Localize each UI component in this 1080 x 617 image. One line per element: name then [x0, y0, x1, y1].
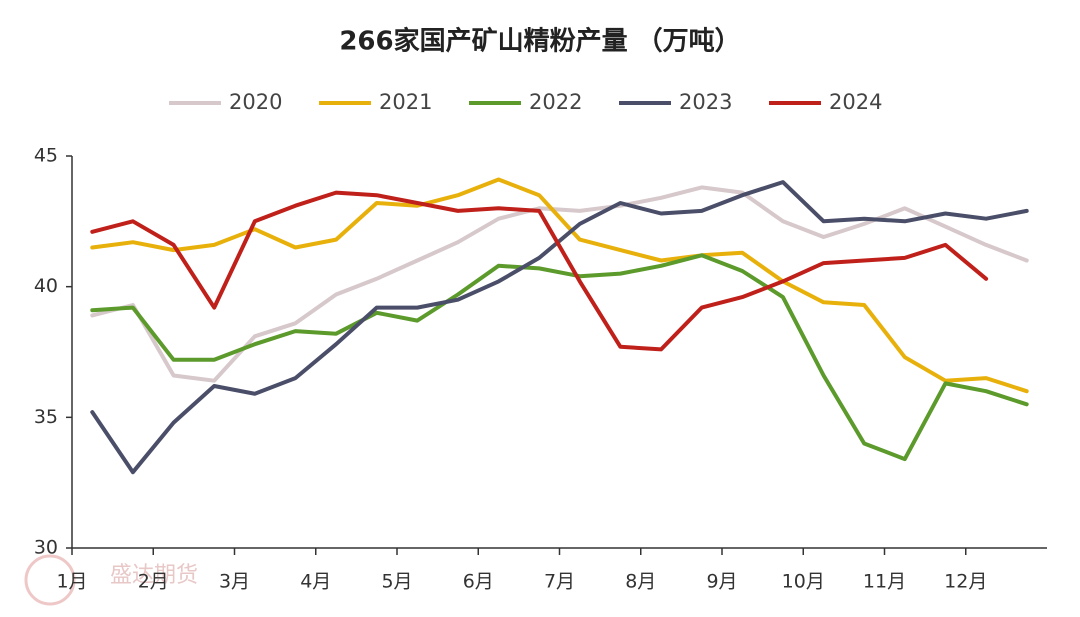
watermark-text: 盛达期货	[110, 563, 198, 588]
x-tick-label: 10月	[782, 571, 825, 593]
x-tick-label: 5月	[381, 571, 412, 593]
legend-label: 2022	[529, 90, 582, 114]
x-tick-label: 9月	[706, 571, 737, 593]
legend-label: 2024	[829, 90, 882, 114]
y-tick-label: 30	[34, 537, 58, 559]
x-tick-label: 6月	[463, 571, 494, 593]
x-tick-label: 3月	[219, 571, 250, 593]
x-tick-label: 11月	[863, 571, 906, 593]
x-tick-label: 7月	[544, 571, 575, 593]
legend-label: 2023	[679, 90, 732, 114]
chart-title: 266家国产矿山精粉产量 （万吨）	[339, 26, 740, 57]
line-series	[90, 185, 1029, 383]
y-tick-label: 45	[34, 145, 58, 167]
x-tick-label: 1月	[56, 571, 87, 593]
line-series	[90, 253, 1029, 462]
x-tick-label: 8月	[625, 571, 656, 593]
legend-label: 2021	[379, 90, 432, 114]
watermark: 盛达期货	[24, 554, 198, 606]
y-tick-label: 35	[34, 406, 58, 428]
legend-label: 2020	[229, 90, 282, 114]
line-series	[90, 190, 989, 352]
y-tick-label: 40	[34, 275, 58, 297]
line-series	[90, 180, 1029, 475]
watermark-logo	[24, 554, 76, 606]
x-tick-label: 4月	[300, 571, 331, 593]
x-tick-label: 2月	[138, 571, 169, 593]
x-tick-label: 12月	[944, 571, 987, 593]
